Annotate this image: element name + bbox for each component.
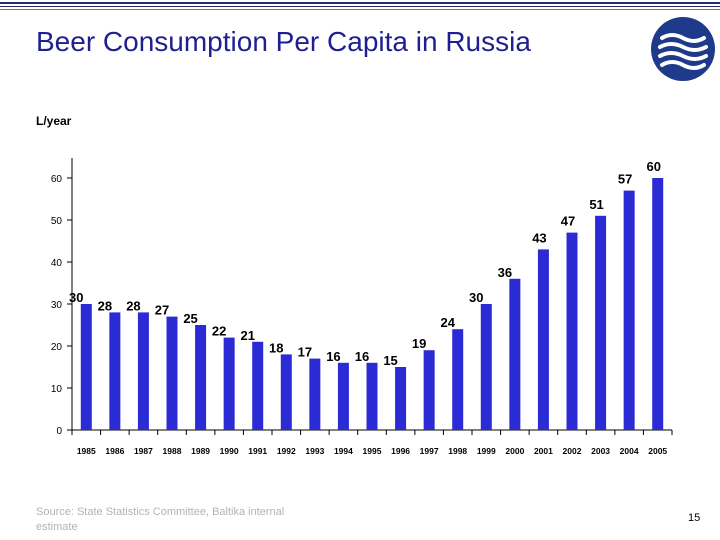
- x-category-label: 1994: [334, 446, 353, 456]
- bar-value-label: 28: [126, 298, 140, 313]
- bar: [166, 316, 178, 430]
- bar: [566, 232, 578, 430]
- bar-value-label: 16: [355, 349, 369, 364]
- x-category-label: 1989: [191, 446, 210, 456]
- bar-chart: 0 10 20 30 40 50 60 30 1985 28 1986 28 1987 27 1988 25 1…: [51, 158, 673, 456]
- bar-value-label: 43: [532, 230, 546, 245]
- bar: [80, 304, 92, 430]
- bar-value-label: 30: [469, 290, 483, 305]
- bar-value-label: 19: [412, 336, 426, 351]
- x-category-label: 1988: [163, 446, 182, 456]
- source-note: Source: State Statistics Committee, Balt…: [36, 506, 285, 533]
- bar: [280, 354, 292, 430]
- x-category-label: 2000: [505, 446, 524, 456]
- x-category-label: 1999: [477, 446, 496, 456]
- x-category-label: 1997: [420, 446, 439, 456]
- bar: [652, 178, 664, 430]
- bar-value-label: 57: [618, 172, 632, 187]
- bar: [537, 249, 549, 430]
- bar-value-label: 28: [98, 298, 112, 313]
- x-category-label: 2001: [534, 446, 553, 456]
- x-category-label: 1985: [77, 446, 96, 456]
- bar: [509, 278, 521, 430]
- bar: [623, 190, 635, 430]
- bar-value-label: 25: [183, 311, 197, 326]
- bar: [252, 341, 264, 430]
- x-category-label: 1998: [448, 446, 467, 456]
- y-unit-label: L/year: [36, 114, 72, 128]
- company-logo: [651, 17, 715, 81]
- bar: [366, 362, 378, 430]
- x-category-label: 1995: [363, 446, 382, 456]
- page-number: 15: [688, 512, 701, 524]
- bar: [309, 358, 321, 430]
- bar-value-label: 51: [589, 197, 603, 212]
- bar-value-label: 24: [440, 315, 455, 330]
- x-category-label: 1986: [105, 446, 124, 456]
- slide-title: Beer Consumption Per Capita in Russia: [36, 26, 531, 57]
- x-category-label: 2004: [620, 446, 639, 456]
- bar-value-label: 27: [155, 303, 169, 318]
- bar: [423, 350, 435, 430]
- bar: [137, 312, 149, 430]
- bar-value-label: 16: [326, 349, 340, 364]
- bar-value-label: 60: [646, 159, 660, 174]
- bar: [109, 312, 121, 430]
- y-tick-label: 30: [51, 300, 63, 311]
- x-category-label: 1992: [277, 446, 296, 456]
- x-category-label: 1990: [220, 446, 239, 456]
- y-tick-label: 0: [56, 426, 62, 437]
- bar: [395, 367, 407, 430]
- y-tick-label: 10: [51, 384, 63, 395]
- bar-value-label: 21: [240, 328, 254, 343]
- bar-value-label: 47: [561, 214, 575, 229]
- bar-value-label: 36: [498, 265, 512, 280]
- y-tick-label: 60: [51, 174, 63, 185]
- bar-value-label: 22: [212, 324, 226, 339]
- x-category-label: 2003: [591, 446, 610, 456]
- x-category-label: 1993: [305, 446, 324, 456]
- x-category-label: 1987: [134, 446, 153, 456]
- y-tick-label: 50: [51, 216, 63, 227]
- bar: [595, 215, 607, 430]
- x-category-label: 1996: [391, 446, 410, 456]
- bar-value-label: 18: [269, 340, 283, 355]
- y-tick-label: 40: [51, 258, 63, 269]
- x-category-label: 2002: [563, 446, 582, 456]
- waves-logo-icon: [658, 33, 708, 70]
- bar: [223, 337, 235, 430]
- bar: [337, 362, 349, 430]
- top-stripes: [0, 0, 720, 14]
- bar: [195, 325, 207, 430]
- bar: [452, 329, 464, 430]
- x-category-label: 2005: [648, 446, 667, 456]
- x-category-label: 1991: [248, 446, 267, 456]
- y-tick-label: 20: [51, 342, 63, 353]
- bar: [480, 304, 492, 430]
- bar-value-label: 15: [383, 353, 397, 368]
- bar-value-label: 30: [69, 290, 83, 305]
- bar-value-label: 17: [298, 345, 312, 360]
